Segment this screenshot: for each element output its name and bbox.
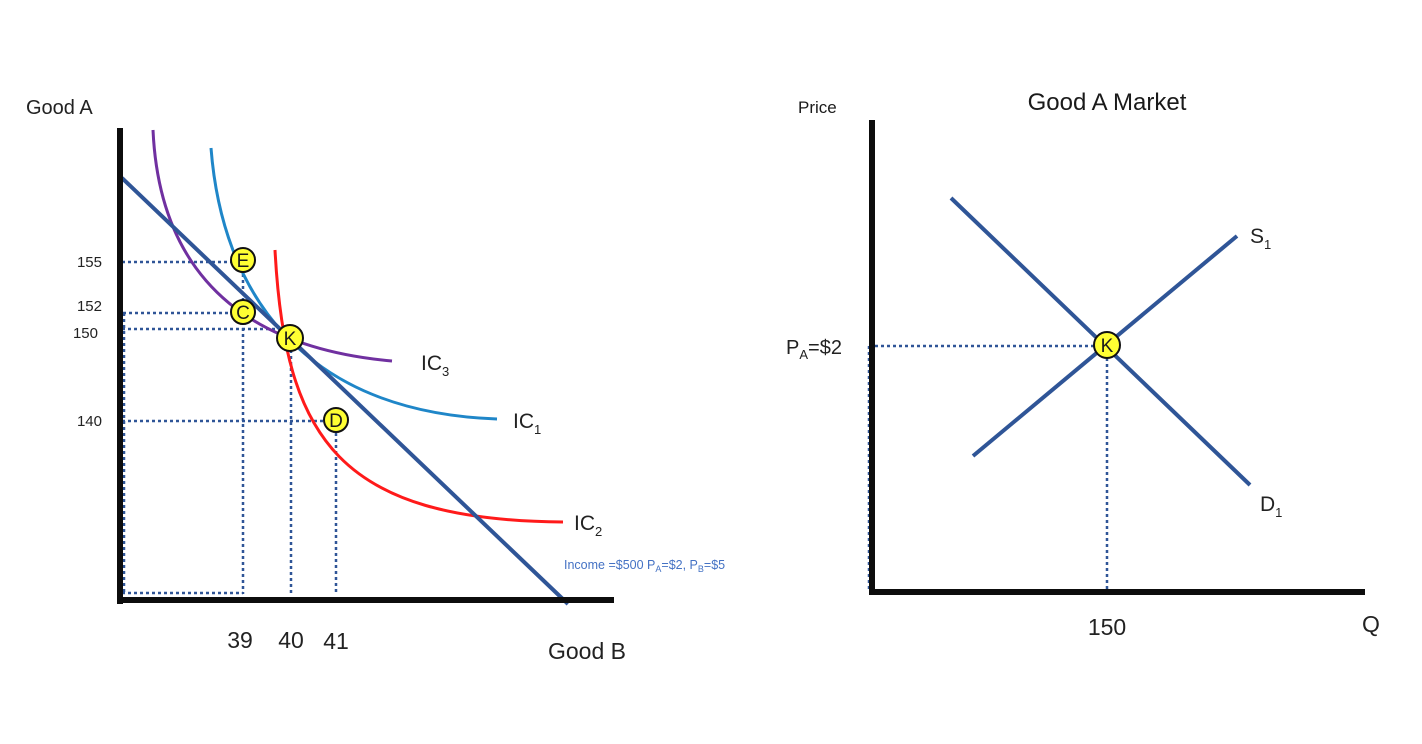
market-guide-lines	[867, 344, 1109, 594]
ic3-label: IC3	[421, 352, 449, 379]
point-k-market: K	[1093, 331, 1121, 359]
x-tick-39: 39	[227, 627, 253, 653]
point-e: E	[230, 247, 256, 273]
right-x-axis-label: Q	[1362, 611, 1380, 637]
market-title: Good A Market	[1028, 89, 1187, 116]
ic2-label: IC2	[574, 512, 602, 539]
price-tick: PA=$2	[786, 337, 842, 362]
ic3-curve	[151, 129, 393, 363]
point-d: D	[323, 407, 349, 433]
ic1-label: IC1	[513, 410, 541, 437]
supply-label: S1	[1250, 225, 1271, 252]
left-y-axis-label: Good A	[26, 97, 93, 119]
indifference-chart: E C K D Good A Good B 155 152 150 140 39…	[26, 97, 725, 664]
budget-line	[120, 176, 570, 606]
x-tick-40: 40	[278, 627, 304, 653]
point-d-label: D	[329, 411, 343, 432]
demand-label: D1	[1260, 493, 1282, 520]
x-tick-41: 41	[323, 628, 349, 654]
market-chart: K Good A Market Price Q 150 PA=$2 S1 D1	[786, 89, 1380, 640]
point-k-left: K	[276, 324, 304, 352]
quantity-tick-150: 150	[1088, 614, 1126, 640]
y-tick-150: 150	[73, 325, 98, 342]
guide-lines	[117, 260, 338, 595]
left-x-axis-label: Good B	[548, 638, 626, 664]
point-c: C	[230, 299, 256, 325]
point-k-market-label: K	[1101, 336, 1114, 357]
right-y-axis-label: Price	[798, 98, 837, 117]
ic2-curve	[273, 249, 564, 524]
y-tick-155: 155	[77, 254, 102, 271]
budget-line-label: Income =$500 PA=$2, PB=$5	[564, 558, 725, 574]
point-e-label: E	[237, 251, 250, 272]
point-c-label: C	[236, 303, 250, 324]
y-tick-152: 152	[77, 298, 102, 315]
point-k-left-label: K	[284, 329, 297, 350]
ic1-curve	[209, 147, 498, 421]
y-tick-140: 140	[77, 413, 102, 430]
